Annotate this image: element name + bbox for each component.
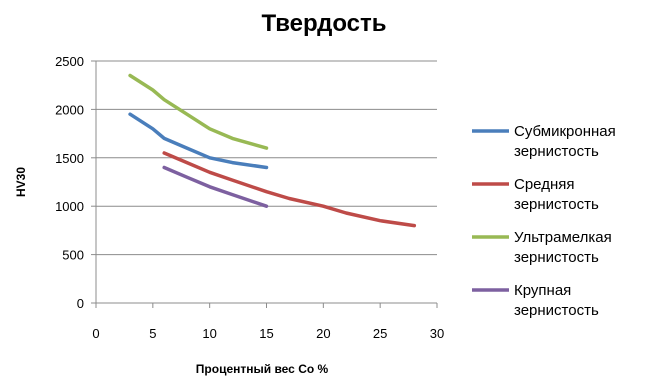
legend-label: зернистость [514,196,599,213]
x-axis-title: Процентный вес Co % [196,362,329,376]
x-tick-label: 5 [149,326,156,341]
x-tick-label: 15 [259,326,273,341]
legend-label: Ультрамелкая [514,229,612,246]
x-tick-label: 20 [316,326,330,341]
legend-label: Субмикронная [514,123,616,140]
y-tick-label: 1000 [55,199,84,214]
x-tick-label: 25 [373,326,387,341]
legend-label: зернистость [514,249,599,266]
legend-label: зернистость [514,143,599,160]
y-tick-label: 0 [77,296,84,311]
legend-label: зернистость [514,302,599,319]
y-tick-label: 2500 [55,54,84,69]
series-line-2 [162,151,417,228]
y-tick-label: 500 [62,248,84,263]
axes: 0 500 1000 1500 2000 2500 0 5 10 15 20 25 30 [55,54,444,341]
x-tick-label: 30 [430,326,444,341]
y-tick-label: 1500 [55,151,84,166]
gridlines [96,60,437,256]
series-line-3 [128,73,269,150]
y-tick-label: 2000 [55,102,84,117]
x-tick-label: 0 [92,326,99,341]
x-tick-label: 10 [202,326,216,341]
legend-label: Крупная [514,282,571,299]
legend: Субмикронная зернистость Средняя зернистост… [472,123,616,319]
y-axis-title: HV30 [14,167,28,197]
series-line-4 [162,165,269,208]
legend-label: Средняя [514,176,574,193]
series-line-1 [128,112,269,170]
chart-title: Твердость [261,10,386,37]
series-lines [128,73,417,228]
